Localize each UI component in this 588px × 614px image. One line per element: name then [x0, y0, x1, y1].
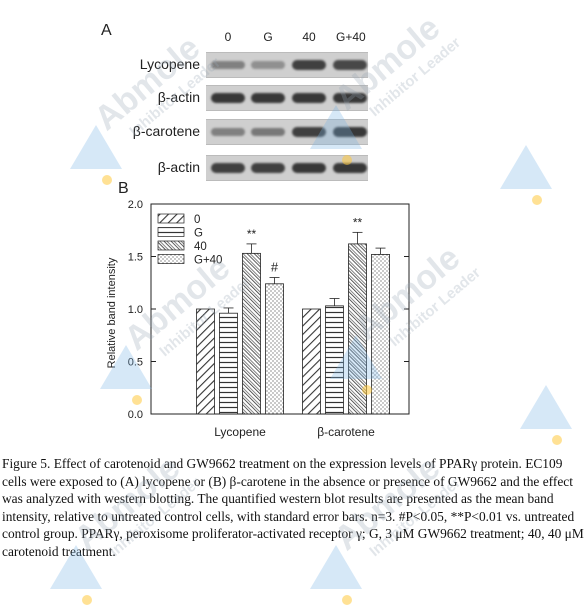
significance-label: ** — [353, 215, 363, 229]
x-category-label: β-carotene — [317, 425, 375, 439]
blot-band — [211, 92, 245, 104]
blot-band — [333, 60, 367, 70]
panel-a-letter: A — [101, 22, 112, 39]
blot-band — [211, 162, 245, 174]
blot-band — [292, 162, 326, 174]
watermark-dot-icon — [342, 595, 352, 605]
y-tick-label: 2.0 — [128, 199, 143, 211]
legend-swatch — [157, 240, 185, 251]
blot-row-label: β-actin — [157, 89, 200, 105]
blot-band — [211, 61, 245, 69]
blot-band — [333, 126, 367, 138]
blot-band — [292, 126, 326, 138]
legend-swatch — [157, 227, 185, 237]
blot-band — [333, 162, 367, 174]
blot-band — [251, 92, 285, 104]
blot-row-label: β-carotene — [132, 123, 200, 139]
lane-label: G — [263, 30, 273, 44]
blot-strip — [206, 155, 368, 181]
bar — [371, 253, 390, 415]
bar — [348, 243, 367, 415]
blot-band — [211, 128, 245, 136]
blot-strip — [206, 119, 368, 145]
blot-strip — [206, 52, 368, 78]
legend-swatch — [157, 254, 185, 264]
legend-swatch — [157, 213, 185, 224]
y-tick-label: 1.5 — [128, 252, 143, 264]
blot-row-label: β-actin — [157, 159, 200, 175]
caption-text: Figure 5. Effect of carotenoid and GW966… — [2, 456, 584, 559]
blot-strip — [206, 85, 368, 111]
blot-band — [333, 92, 367, 104]
lane-label: 0 — [224, 30, 232, 44]
lane-label: 40 — [302, 30, 316, 44]
blot-band — [292, 92, 326, 104]
legend-label: 0 — [194, 214, 200, 226]
significance-label: ** — [247, 227, 257, 241]
blot-band — [251, 162, 285, 174]
y-tick-label: 0.0 — [128, 409, 143, 421]
panel-b-letter: B — [118, 180, 129, 197]
y-tick-label: 1.0 — [128, 304, 143, 316]
legend-label: 40 — [194, 241, 207, 253]
bar — [302, 308, 321, 415]
lane-label: G+40 — [336, 30, 366, 44]
significance-label: # — [271, 260, 279, 275]
bar — [265, 283, 284, 415]
blot-band — [251, 128, 285, 136]
legend-label: G+40 — [194, 255, 222, 267]
bar-chart: 0.0 0.5 1.0 1.5 2.0 Relative band intensity **… — [106, 199, 410, 439]
y-tick-label: 0.5 — [128, 357, 143, 369]
legend-label: G — [194, 228, 203, 240]
bar — [242, 252, 261, 415]
blot-row-label: Lycopene — [139, 56, 200, 72]
figure-caption: Figure 5. Effect of carotenoid and GW966… — [2, 455, 586, 560]
blot-band — [292, 59, 326, 71]
x-category-label: Lycopene — [214, 425, 266, 439]
bar — [219, 312, 238, 415]
bar — [196, 308, 215, 415]
y-axis-label: Relative band intensity — [106, 257, 118, 368]
bar — [325, 305, 344, 415]
watermark-dot-icon — [82, 595, 92, 605]
blot-band — [251, 61, 285, 69]
